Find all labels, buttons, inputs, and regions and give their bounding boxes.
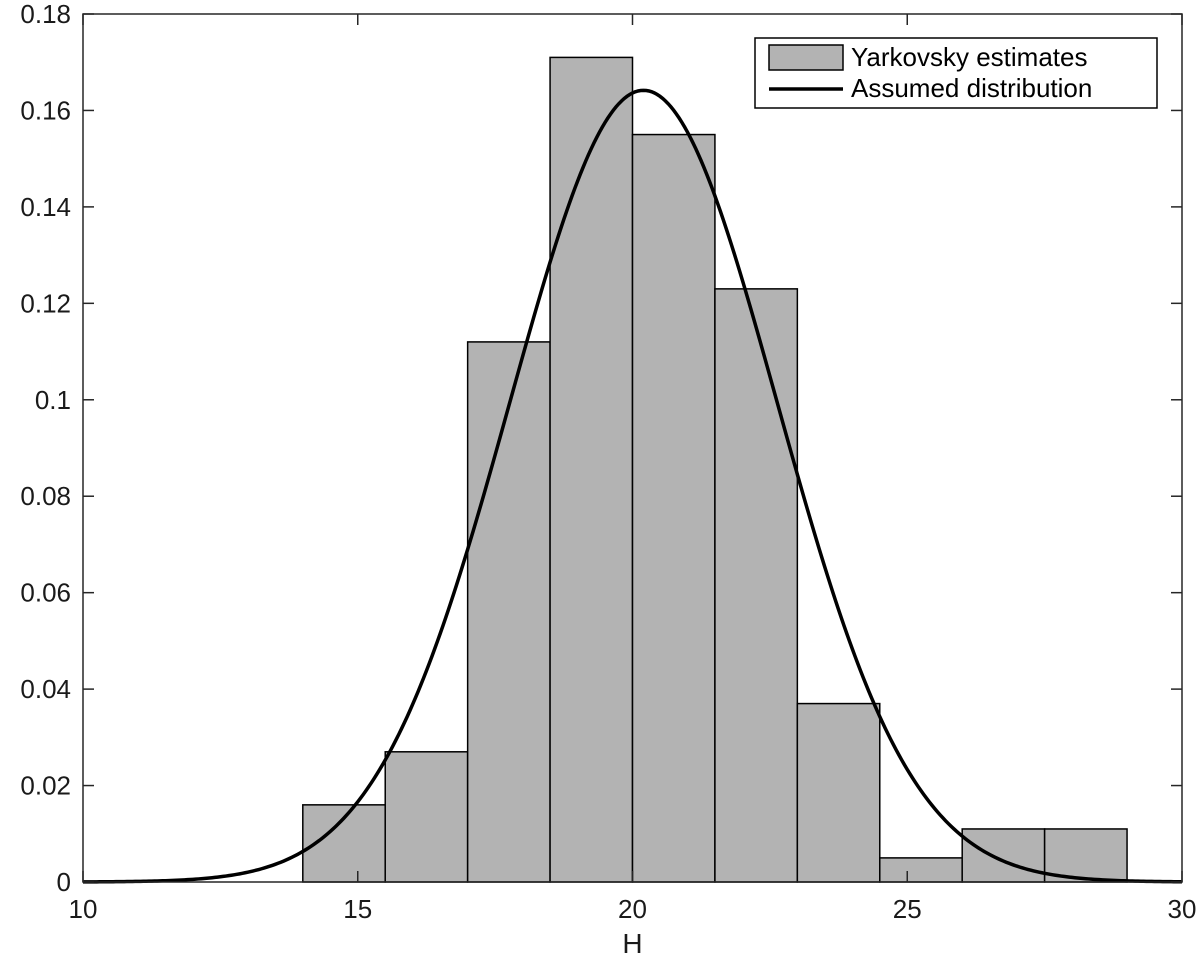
y-tick-label: 0.16 [20,95,71,125]
histogram-bar [1043,828,1128,883]
distribution-curve [82,88,1183,884]
histogram-bar [796,702,881,883]
histogram-bar [961,828,1046,883]
histogram-bar [466,341,551,883]
histogram-bar [631,133,716,883]
legend-label-histogram: Yarkovsky estimates [851,42,1087,72]
bars-layer [302,56,1128,883]
histogram-bar [549,56,634,883]
x-axis-label: H [622,928,642,958]
x-tick-label: 30 [1168,894,1197,924]
y-tick-label: 0.18 [20,0,71,29]
y-tick-label: 0.06 [20,578,71,608]
x-tick-label: 25 [893,894,922,924]
curve-layer [82,88,1183,884]
legend-label-curve: Assumed distribution [851,73,1092,103]
histogram-bar [879,857,963,883]
y-tick-label: 0.12 [20,288,71,318]
y-tick-label: 0.1 [35,385,71,415]
x-tick-label: 10 [69,894,98,924]
x-tick-label: 20 [618,894,647,924]
y-tick-label: 0 [57,867,71,897]
y-tick-label: 0.04 [20,674,71,704]
y-tick-label: 0.14 [20,192,71,222]
ticks-layer: 10 15 20 25 30 0 0.02 0.04 0.06 0.08 0.1 0.12 0.14 0.… [20,0,1196,924]
y-tick-label: 0.02 [20,771,71,801]
legend: Yarkovsky estimates Assumed distribution [754,37,1158,109]
histogram-bar [714,288,799,883]
legend-swatch-histogram [768,44,844,71]
y-tick-label: 0.08 [20,481,71,511]
histogram-bar [384,751,469,883]
x-tick-label: 15 [343,894,372,924]
